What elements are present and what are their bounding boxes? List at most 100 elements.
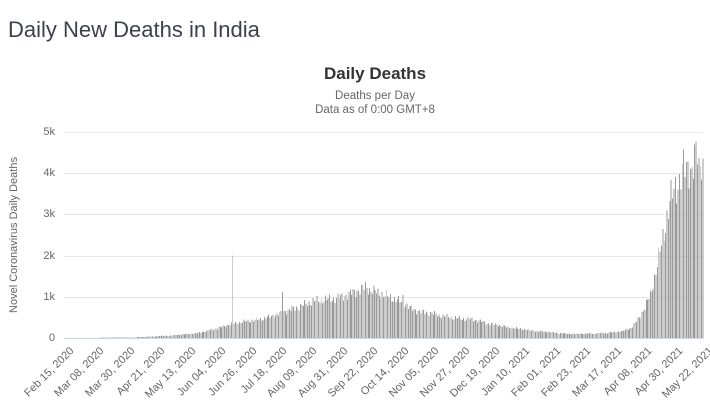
daily-bar[interactable] bbox=[150, 336, 152, 338]
daily-bar[interactable] bbox=[261, 321, 263, 338]
daily-bar[interactable] bbox=[568, 333, 570, 338]
daily-bar[interactable] bbox=[680, 189, 682, 338]
daily-bar[interactable] bbox=[662, 229, 664, 338]
daily-bar[interactable] bbox=[614, 331, 615, 339]
daily-bar[interactable] bbox=[189, 334, 191, 338]
daily-bar[interactable] bbox=[684, 177, 686, 338]
daily-bar[interactable] bbox=[254, 320, 256, 338]
daily-bar[interactable] bbox=[434, 311, 436, 338]
daily-bar[interactable] bbox=[200, 332, 202, 338]
daily-bar[interactable] bbox=[138, 337, 140, 338]
daily-bar[interactable] bbox=[232, 255, 234, 338]
daily-bar[interactable] bbox=[483, 321, 485, 338]
daily-bar[interactable] bbox=[259, 317, 261, 338]
daily-bar[interactable] bbox=[645, 300, 647, 338]
daily-bar[interactable] bbox=[633, 323, 635, 338]
daily-bar[interactable] bbox=[131, 337, 133, 339]
daily-bar[interactable] bbox=[436, 316, 438, 338]
daily-bar[interactable] bbox=[275, 315, 277, 338]
daily-bar[interactable] bbox=[145, 336, 147, 338]
daily-bar[interactable] bbox=[470, 318, 472, 338]
daily-bar[interactable] bbox=[282, 291, 283, 338]
daily-bar[interactable] bbox=[377, 288, 379, 338]
daily-bar[interactable] bbox=[619, 332, 621, 338]
daily-bar[interactable] bbox=[652, 288, 654, 338]
daily-bar[interactable] bbox=[501, 326, 503, 338]
daily-bar[interactable] bbox=[692, 178, 694, 338]
daily-bar[interactable] bbox=[659, 251, 661, 338]
daily-bar[interactable] bbox=[536, 330, 538, 338]
daily-bar[interactable] bbox=[255, 317, 257, 338]
daily-bar[interactable] bbox=[235, 321, 236, 338]
daily-bar[interactable] bbox=[279, 311, 281, 338]
daily-bar[interactable] bbox=[122, 337, 124, 339]
daily-bar[interactable] bbox=[586, 333, 588, 338]
daily-bar[interactable] bbox=[269, 317, 271, 338]
daily-bar[interactable] bbox=[257, 319, 259, 338]
daily-bar[interactable] bbox=[467, 316, 469, 338]
daily-bar[interactable] bbox=[593, 333, 595, 338]
daily-bar[interactable] bbox=[607, 333, 609, 338]
daily-bar[interactable] bbox=[420, 313, 422, 338]
daily-bar[interactable] bbox=[435, 313, 437, 338]
daily-bar[interactable] bbox=[369, 287, 371, 338]
daily-bar[interactable] bbox=[631, 327, 633, 338]
daily-bar[interactable] bbox=[149, 336, 151, 338]
daily-bar[interactable] bbox=[540, 330, 542, 338]
daily-bar[interactable] bbox=[687, 161, 689, 338]
daily-bar[interactable] bbox=[352, 288, 354, 338]
daily-bar[interactable] bbox=[504, 326, 506, 338]
daily-bar[interactable] bbox=[124, 337, 126, 339]
daily-bar[interactable] bbox=[486, 323, 488, 338]
daily-bar[interactable] bbox=[478, 320, 480, 338]
daily-bar[interactable] bbox=[651, 291, 653, 338]
daily-bar[interactable] bbox=[316, 295, 318, 338]
daily-bar[interactable] bbox=[199, 332, 201, 338]
daily-bar[interactable] bbox=[550, 332, 552, 338]
daily-bar[interactable] bbox=[127, 337, 129, 339]
daily-bar[interactable] bbox=[507, 326, 509, 338]
daily-bar[interactable] bbox=[548, 331, 550, 338]
daily-bar[interactable] bbox=[221, 327, 223, 338]
daily-bar[interactable] bbox=[518, 328, 520, 338]
daily-bar[interactable] bbox=[186, 333, 188, 338]
daily-bar[interactable] bbox=[532, 330, 534, 338]
daily-bar[interactable] bbox=[413, 309, 415, 338]
daily-bar[interactable] bbox=[674, 176, 676, 338]
daily-bar[interactable] bbox=[139, 337, 141, 338]
daily-bar[interactable] bbox=[615, 332, 617, 338]
daily-bar[interactable] bbox=[495, 323, 496, 338]
daily-bar[interactable] bbox=[376, 293, 378, 338]
daily-bar[interactable] bbox=[389, 293, 391, 338]
daily-bar[interactable] bbox=[679, 174, 680, 338]
daily-bar[interactable] bbox=[247, 319, 249, 338]
daily-bar[interactable] bbox=[471, 317, 473, 338]
daily-bar[interactable] bbox=[395, 302, 397, 338]
daily-bar[interactable] bbox=[175, 335, 177, 338]
daily-bar[interactable] bbox=[204, 332, 206, 338]
daily-bar[interactable] bbox=[464, 320, 466, 338]
daily-bar[interactable] bbox=[517, 328, 519, 338]
daily-bar[interactable] bbox=[685, 161, 687, 338]
daily-bar[interactable] bbox=[182, 334, 184, 338]
daily-bar[interactable] bbox=[210, 329, 212, 339]
daily-bar[interactable] bbox=[519, 328, 521, 338]
daily-bar[interactable] bbox=[165, 335, 167, 338]
daily-bar[interactable] bbox=[244, 321, 246, 338]
daily-bar[interactable] bbox=[459, 316, 461, 338]
daily-bar[interactable] bbox=[288, 308, 290, 338]
daily-bar[interactable] bbox=[318, 301, 319, 338]
daily-bar[interactable] bbox=[284, 311, 286, 338]
daily-bar[interactable] bbox=[163, 335, 165, 338]
daily-bar[interactable] bbox=[553, 332, 555, 338]
daily-bar[interactable] bbox=[311, 305, 313, 338]
daily-bar[interactable] bbox=[410, 305, 412, 338]
daily-bar[interactable] bbox=[217, 329, 218, 338]
daily-bar[interactable] bbox=[439, 317, 441, 338]
daily-bar[interactable] bbox=[116, 337, 118, 339]
daily-bar[interactable] bbox=[129, 337, 131, 339]
daily-bar[interactable] bbox=[571, 334, 573, 338]
daily-bar[interactable] bbox=[565, 333, 567, 338]
daily-bar[interactable] bbox=[241, 322, 243, 338]
daily-bar[interactable] bbox=[219, 326, 221, 338]
